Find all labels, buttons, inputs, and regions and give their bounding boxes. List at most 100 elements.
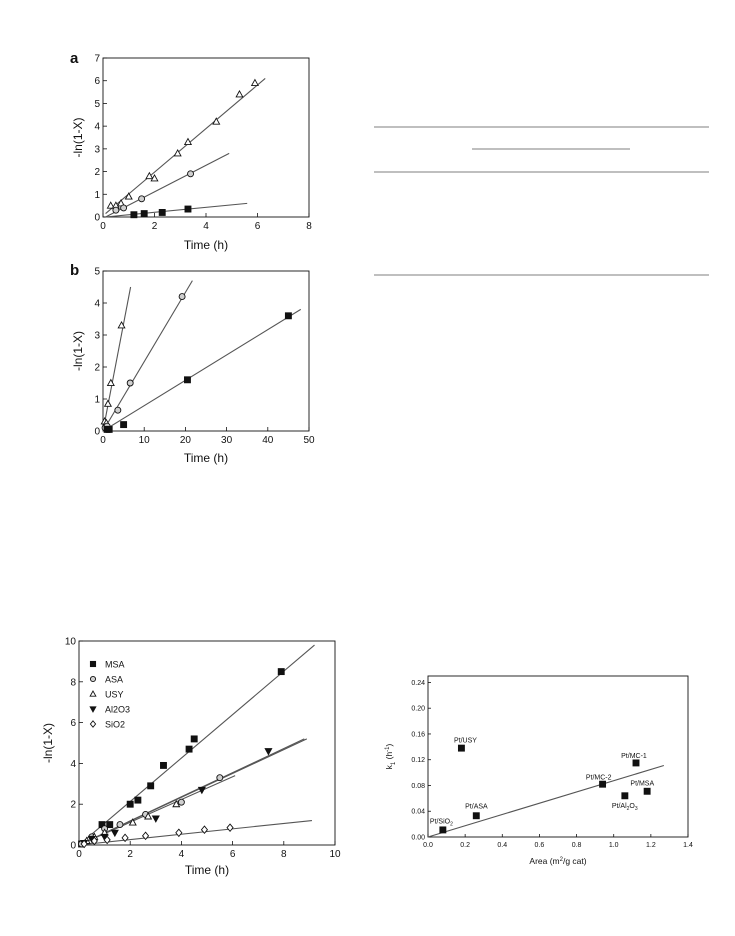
y-axis-label: -ln(1-X) bbox=[71, 331, 85, 371]
fit-line bbox=[102, 308, 302, 432]
point-annotation: Pt/MC-1 bbox=[621, 753, 647, 760]
data-point bbox=[120, 421, 128, 429]
y-tick-label: 4 bbox=[70, 759, 76, 770]
point-annotation: Pt/SiO2 bbox=[430, 818, 453, 827]
x-tick-label: 0.8 bbox=[572, 842, 582, 849]
plot-frame bbox=[102, 270, 310, 432]
data-point-msa bbox=[190, 735, 198, 743]
data-point bbox=[138, 195, 146, 203]
y-tick-label: 1 bbox=[94, 190, 100, 201]
x-tick-label: 0 bbox=[100, 221, 106, 232]
data-point-usy bbox=[172, 799, 181, 808]
data-point-sio2 bbox=[226, 823, 234, 832]
data-point bbox=[632, 759, 640, 767]
point-annotation: Pt/ASA bbox=[465, 804, 488, 811]
data-point-al2o3 bbox=[110, 829, 119, 838]
data-point-sio2 bbox=[103, 835, 111, 845]
y-tick-label: 10 bbox=[65, 637, 77, 648]
x-tick-label: 40 bbox=[262, 435, 274, 446]
plot-frame bbox=[78, 640, 336, 846]
plot-frame bbox=[102, 57, 310, 218]
data-point bbox=[173, 149, 182, 157]
data-point-sio2 bbox=[90, 836, 98, 846]
panel-label-a: a bbox=[70, 50, 79, 67]
x-tick-label: 1.4 bbox=[683, 842, 693, 849]
data-point bbox=[112, 206, 120, 214]
y-tick-label: 0 bbox=[94, 213, 100, 224]
x-axis-label: Time (h) bbox=[184, 451, 228, 465]
y-tick-label: 2 bbox=[94, 363, 100, 374]
x-axis-label: Time (h) bbox=[185, 863, 229, 877]
fit-line bbox=[105, 202, 248, 218]
data-point-sio2 bbox=[175, 828, 183, 838]
x-axis-label: Area (m2/g cat) bbox=[529, 856, 586, 866]
data-point-asa bbox=[116, 821, 124, 829]
fit-line bbox=[102, 286, 132, 432]
y-tick-label: 0.00 bbox=[411, 834, 425, 841]
data-point-msa bbox=[277, 668, 285, 676]
x-tick-label: 30 bbox=[221, 435, 233, 446]
y-tick-label: 0.16 bbox=[411, 731, 425, 738]
legend-label-sio2: SiO2 bbox=[105, 720, 125, 730]
point-annotation: Pt/USY bbox=[454, 737, 477, 744]
chart-c: 0 2 4 6 8 10 0 2 4 6 8 10 Time (h) -ln(1-X) MSA ASA USY A… bbox=[41, 637, 341, 878]
data-point bbox=[124, 192, 133, 200]
y-tick-label: 0.08 bbox=[411, 783, 425, 790]
data-point bbox=[126, 379, 134, 387]
y-tick-label: 0.12 bbox=[411, 757, 425, 764]
y-tick-label: 4 bbox=[94, 299, 100, 310]
chart-b: 0 10 20 30 40 50 0 1 2 3 4 5 Time (h) -ln(1-X) bbox=[71, 267, 315, 466]
data-point bbox=[140, 210, 148, 218]
data-point bbox=[621, 792, 629, 800]
point-annotation: Pt/MSA bbox=[630, 780, 654, 787]
y-tick-label: 6 bbox=[94, 76, 100, 87]
data-point-al2o3 bbox=[197, 786, 206, 795]
data-point bbox=[145, 171, 154, 180]
data-point bbox=[184, 205, 192, 213]
point-annotation: Pt/MC-2 bbox=[586, 775, 612, 782]
data-point-sio2 bbox=[121, 833, 129, 843]
x-tick-label: 0.2 bbox=[460, 842, 470, 849]
x-tick-label: 6 bbox=[230, 849, 236, 860]
x-tick-label: 0 bbox=[100, 435, 106, 446]
y-tick-label: 0.24 bbox=[411, 680, 425, 687]
y-tick-label: 4 bbox=[94, 122, 100, 133]
x-tick-label: 20 bbox=[180, 435, 192, 446]
fit-line-sio2 bbox=[78, 819, 313, 846]
x-tick-label: 10 bbox=[329, 849, 341, 860]
legend-marker-sio2 bbox=[89, 720, 97, 728]
x-tick-label: 1.0 bbox=[609, 842, 619, 849]
y-axis-label: -ln(1-X) bbox=[41, 723, 55, 763]
x-tick-label: 4 bbox=[203, 221, 209, 232]
y-tick-label: 0 bbox=[94, 427, 100, 438]
y-axis-label: k1 (h-1) bbox=[384, 744, 397, 770]
fit-line bbox=[102, 280, 193, 432]
data-point bbox=[106, 378, 115, 386]
y-tick-label: 1 bbox=[94, 395, 100, 406]
data-point bbox=[158, 209, 166, 216]
legend-marker-al2o3 bbox=[89, 706, 97, 713]
data-point bbox=[184, 376, 191, 384]
data-point bbox=[599, 780, 607, 788]
x-tick-label: 8 bbox=[306, 221, 312, 232]
data-point bbox=[472, 812, 480, 820]
data-point-msa bbox=[126, 800, 134, 808]
data-point-sio2 bbox=[141, 831, 150, 841]
x-tick-label: 1.2 bbox=[646, 842, 656, 849]
x-tick-label: 10 bbox=[139, 435, 151, 446]
y-tick-label: 2 bbox=[94, 167, 100, 178]
legend-label-usy: USY bbox=[105, 690, 124, 700]
legend-marker-usy bbox=[89, 690, 97, 697]
empty-table-rules bbox=[374, 126, 709, 276]
data-point bbox=[103, 399, 113, 407]
data-point bbox=[150, 174, 159, 182]
data-point bbox=[106, 201, 115, 209]
data-point-asa bbox=[216, 774, 224, 782]
plot-frame bbox=[427, 675, 689, 838]
data-point-msa bbox=[134, 796, 142, 804]
data-point-sio2 bbox=[200, 825, 209, 835]
y-tick-label: 0.04 bbox=[411, 809, 425, 816]
data-point-msa bbox=[147, 782, 155, 790]
fit-line-al2o3 bbox=[78, 738, 308, 846]
data-point bbox=[117, 321, 126, 329]
